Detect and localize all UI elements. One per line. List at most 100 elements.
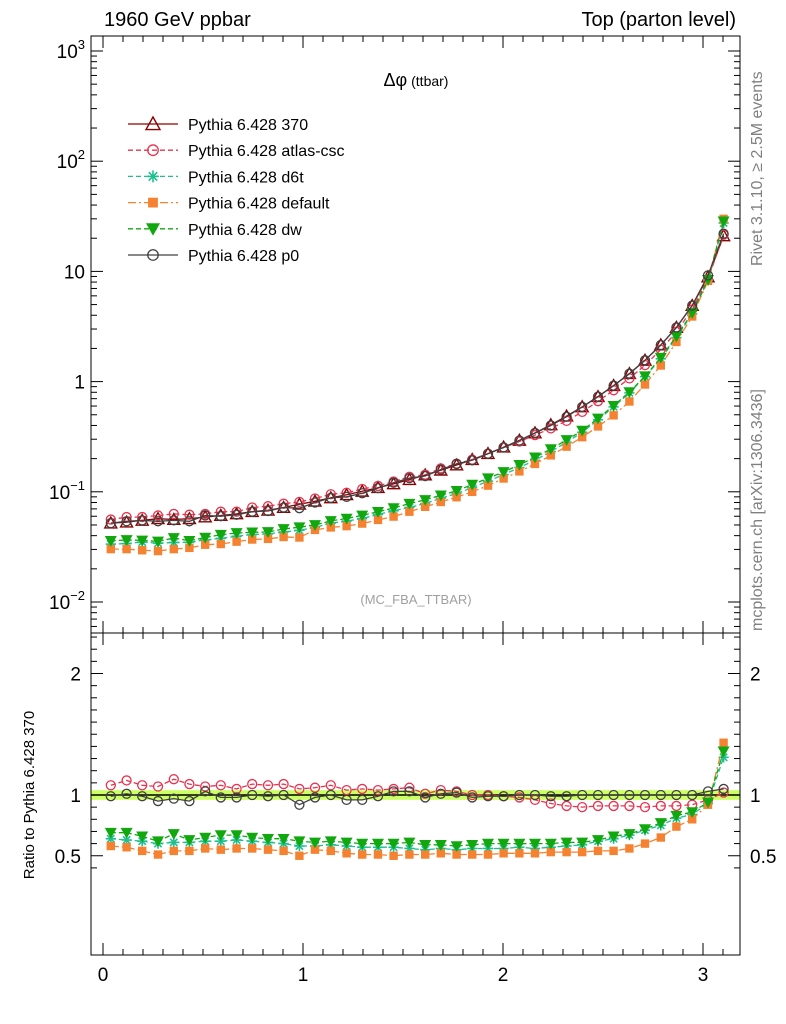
ratio-point-p0 <box>624 789 635 801</box>
main-point-p0 <box>325 492 336 504</box>
ratio-point-default <box>436 849 445 858</box>
main-point-dw <box>639 371 651 383</box>
ratio-point-dw <box>372 838 384 850</box>
ratio-point-default <box>169 846 178 856</box>
main-point-default <box>656 361 665 370</box>
ratio-ytick-label-right: 2 <box>750 665 761 686</box>
main-point-atlas <box>294 496 305 508</box>
ratio-point-default <box>421 850 430 859</box>
ratio-point-p0 <box>152 795 164 807</box>
ratio-point-p0 <box>231 792 242 803</box>
main-point-default <box>562 442 571 451</box>
main-point-dw <box>167 533 180 544</box>
main-point-default <box>389 512 398 521</box>
main-point-default <box>342 521 351 531</box>
ratio-point-dw <box>513 838 526 850</box>
ratio-point-dw <box>623 829 636 840</box>
main-point-p0 <box>482 448 494 459</box>
ratio-point-dw <box>262 833 274 845</box>
legend-marker <box>147 170 159 183</box>
main-point-p0 <box>168 515 179 526</box>
main-ytick-label: 10−2 <box>49 588 85 614</box>
ratio-point-default <box>263 845 273 854</box>
main-point-p0 <box>294 503 305 514</box>
main-point-p0 <box>152 516 164 527</box>
main-point-dw <box>717 216 730 228</box>
main-point-p0 <box>388 477 399 488</box>
main-point-default <box>452 493 461 502</box>
main-point-default <box>436 497 445 507</box>
ratio-point-atlas <box>592 800 604 812</box>
ratio-point-atlas <box>137 780 148 791</box>
ratio-point-p0 <box>294 799 305 810</box>
ratio-point-dw <box>230 830 243 842</box>
ratio-point-p0 <box>482 791 494 802</box>
ratio-point-p0 <box>498 791 509 802</box>
ratio-point-default <box>326 846 335 856</box>
ratio-point-p0 <box>388 786 399 797</box>
ratio-point-p0 <box>215 792 226 803</box>
ratio-point-dw <box>560 837 573 849</box>
main-point-p0 <box>262 505 274 517</box>
ratio-point-dw <box>607 831 620 843</box>
ratio-point-dw <box>654 818 667 829</box>
main-point-default <box>609 411 618 420</box>
ratio-point-dw <box>482 838 494 850</box>
ratio-point-dw <box>293 836 306 848</box>
main-point-p0 <box>608 380 619 391</box>
main-point-dw <box>592 413 604 425</box>
ratio-point-dw <box>639 824 651 836</box>
ratio-point-dw <box>670 810 683 822</box>
ratio-point-default <box>201 844 210 853</box>
ratio-point-atlas <box>215 780 226 791</box>
main-point-dw <box>670 331 683 343</box>
ratio-point-p0 <box>561 791 572 802</box>
ratio-point-default <box>185 846 194 856</box>
ratio-point-p0 <box>325 789 336 801</box>
ratio-point-atlas <box>262 780 274 791</box>
main-point-atlas <box>325 489 336 500</box>
main-point-dw <box>324 516 337 527</box>
ratio-point-default <box>106 841 115 851</box>
ratio-point-default <box>625 844 634 853</box>
ratio-point-default <box>310 845 320 854</box>
main-point-dw <box>387 503 400 514</box>
main-point-p0 <box>467 455 478 466</box>
ratio-point-p0 <box>435 788 446 799</box>
main-point-p0 <box>514 435 525 446</box>
ratio-ytick-label-right: 1 <box>750 786 761 807</box>
ratio-point-dw <box>466 840 479 851</box>
ratio-point-atlas <box>341 784 352 796</box>
main-point-dw <box>230 528 243 539</box>
ratio-point-default <box>578 847 587 857</box>
ratio-point-atlas <box>168 774 179 785</box>
main-point-dw <box>623 387 636 399</box>
main-point-default <box>295 533 304 542</box>
ratio-ylabel: Ratio to Pythia 6.428 370 <box>21 711 38 879</box>
ratio-point-atlas <box>655 800 666 812</box>
ratio-series-line-dw <box>110 751 725 847</box>
main-point-default <box>201 540 210 549</box>
main-point-dw <box>104 536 117 547</box>
main-point-dw <box>497 467 510 478</box>
main-point-p0 <box>545 420 556 431</box>
main-point-dw <box>356 510 369 522</box>
main-point-default <box>640 380 650 389</box>
ratio-point-p0 <box>184 795 195 807</box>
ratio-point-atlas <box>624 800 635 812</box>
legend-label: Pythia 6.428 atlas-csc <box>188 143 345 160</box>
legend-label: Pythia 6.428 370 <box>188 117 308 134</box>
main-point-p370 <box>339 487 354 501</box>
main-point-p0 <box>529 427 541 439</box>
main-point-atlas <box>545 423 556 434</box>
legend: Pythia 6.428 370 Pythia 6.428 atlas-csc Py… <box>128 115 345 265</box>
ratio-point-atlas <box>294 783 305 795</box>
plot-title-rest: (ttbar) <box>407 73 448 89</box>
main-point-p370 <box>292 496 307 510</box>
ratio-point-atlas <box>420 788 431 799</box>
ratio-point-p0 <box>639 789 651 801</box>
main-point-dw <box>120 535 133 546</box>
ratio-point-dw <box>529 838 541 850</box>
main-point-p0 <box>671 322 682 333</box>
legend-item-atlas: Pythia 6.428 atlas-csc <box>128 143 345 160</box>
